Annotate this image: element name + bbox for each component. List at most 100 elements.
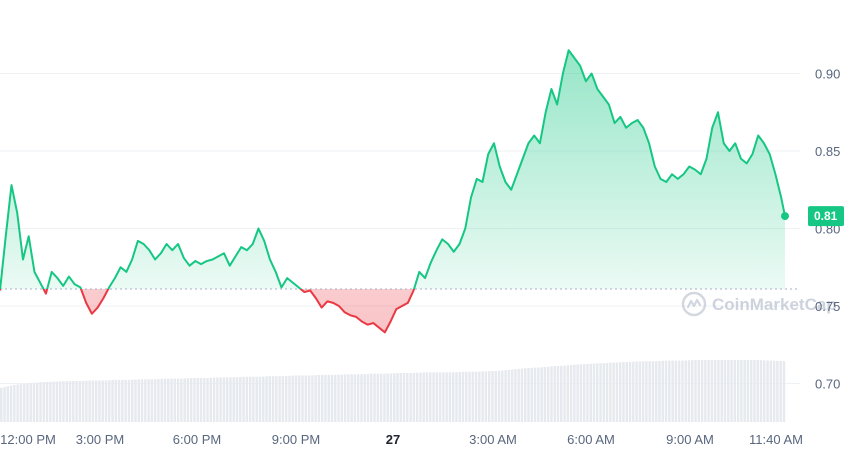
volume-bar (72, 381, 75, 422)
volume-bar (252, 376, 255, 422)
volume-bar (409, 373, 412, 422)
volume-bar (255, 376, 258, 422)
y-tick-label: 0.75 (815, 299, 840, 314)
volume-bar (524, 368, 527, 422)
volume-bar (412, 372, 416, 422)
volume-bar (645, 361, 648, 422)
volume-bar (560, 365, 563, 422)
volume-bar (203, 377, 206, 422)
x-tick-label: 11:40 AM (749, 432, 803, 447)
volume-bar (327, 374, 330, 422)
volume-bar (592, 363, 596, 422)
volume-bar (563, 365, 566, 422)
volume-bar (19, 384, 23, 422)
volume-bar (429, 372, 432, 422)
x-tick-label: 3:00 AM (469, 432, 517, 447)
volume-bar (661, 360, 665, 422)
volume-bar (216, 377, 219, 422)
volume-bar (144, 379, 147, 422)
volume-bar (81, 380, 85, 422)
volume-bar (16, 384, 19, 422)
volume-bar (62, 381, 65, 422)
volume-bar (435, 372, 439, 422)
volume-bar (782, 361, 786, 422)
volume-bar (111, 380, 114, 422)
volume-bar (756, 360, 759, 422)
volume-bar (379, 373, 383, 422)
volume-bar (117, 379, 121, 422)
volume-bar (772, 360, 776, 422)
volume-bar (39, 382, 42, 422)
volume-bar (694, 360, 697, 422)
volume-bar (88, 380, 91, 422)
volume-bar (9, 385, 13, 422)
volume-bar (268, 376, 272, 422)
volume-bar (668, 360, 671, 422)
x-tick-label: 6:00 PM (173, 432, 221, 447)
volume-bar (127, 379, 131, 422)
volume-bar (474, 371, 478, 422)
y-tick-label: 0.85 (815, 144, 840, 159)
volume-bar (487, 371, 491, 422)
volume-bar (442, 372, 445, 422)
volume-bar (697, 360, 701, 422)
volume-bar (481, 371, 484, 422)
volume-bar (173, 378, 177, 422)
current-price-dot[interactable] (781, 212, 789, 221)
volume-bar (743, 360, 746, 422)
volume-bar (691, 360, 694, 422)
volume-bar (186, 378, 190, 422)
volume-bar (189, 378, 193, 422)
volume-bar (589, 363, 592, 422)
volume-bar (6, 386, 10, 422)
volume-bar (753, 360, 756, 422)
volume-bar (664, 360, 668, 422)
current-price-badge-bg (808, 206, 844, 227)
volume-bar (769, 360, 773, 422)
volume-bar (206, 377, 209, 422)
x-tick-label: 6:00 AM (567, 432, 615, 447)
volume-bar (566, 365, 570, 422)
volume-bar (687, 360, 691, 422)
volume-bar (576, 364, 579, 422)
volume-bar (609, 362, 612, 422)
volume-bar (681, 360, 684, 422)
volume-bar (114, 379, 118, 422)
y-tick-label: 0.90 (815, 67, 840, 82)
volume-bar (314, 375, 317, 422)
volume-bar (134, 379, 137, 422)
volume-bar (655, 361, 658, 422)
volume-bar (366, 373, 370, 422)
volume-bar (451, 372, 455, 422)
volume-bar (376, 373, 380, 422)
volume-bar (258, 376, 262, 422)
volume-bar (713, 360, 717, 422)
watermark-text: CoinMarketCap (712, 295, 837, 314)
volume-bar (553, 366, 556, 422)
volume-bar (501, 370, 504, 422)
volume-bar (356, 374, 360, 422)
volume-bar (3, 387, 6, 422)
volume-bar (422, 372, 425, 422)
volume-bar (163, 378, 167, 422)
area-fill-up (0, 50, 785, 289)
volume-bar (740, 360, 743, 422)
volume-bar (612, 362, 615, 422)
volume-bar (131, 379, 134, 422)
volume-bar (530, 367, 534, 422)
volume-bar (242, 376, 245, 422)
volume-bar (334, 374, 337, 422)
volume-bar (602, 363, 606, 422)
volume-bar (281, 376, 285, 422)
volume-bar (415, 372, 419, 422)
volume-bar (65, 381, 68, 422)
volume-bar (212, 377, 216, 422)
volume-bar (343, 374, 347, 422)
volume-bar (465, 371, 468, 422)
volume-bar (320, 374, 324, 422)
volume-bar (393, 373, 396, 422)
volume-bar (419, 372, 422, 422)
x-tick-label: 3:00 PM (76, 432, 124, 447)
